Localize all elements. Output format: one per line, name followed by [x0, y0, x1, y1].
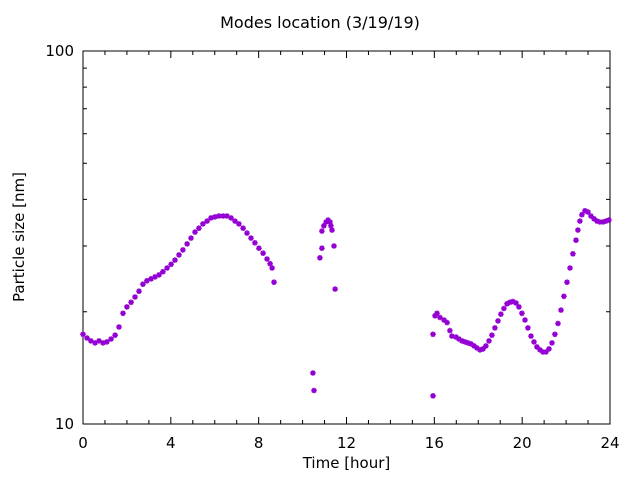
axis-ticks: [82, 50, 611, 425]
x-axis-label: Time [hour]: [302, 454, 391, 472]
y-tick-label: 10: [55, 415, 74, 433]
chart-title: Modes location (3/19/19): [220, 13, 420, 32]
y-tick-label: 100: [45, 42, 74, 60]
x-tick-label: 0: [78, 434, 88, 452]
x-tick-label: 20: [513, 434, 532, 452]
x-tick-label: 4: [166, 434, 176, 452]
plot-border: [82, 50, 611, 425]
x-tick-label: 24: [600, 434, 619, 452]
x-tick-label: 8: [254, 434, 264, 452]
x-tick-label: 16: [425, 434, 444, 452]
x-tick-label: 12: [337, 434, 356, 452]
data-points: [80, 208, 612, 399]
